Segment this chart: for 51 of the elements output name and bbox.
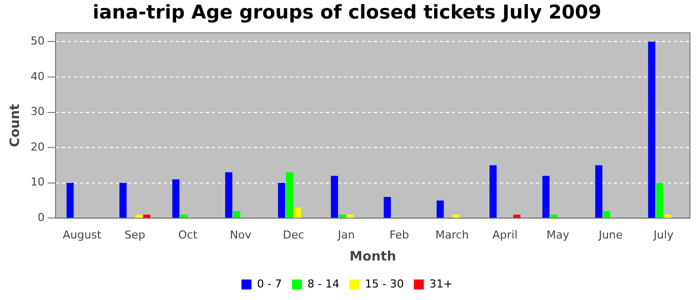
- bar: [180, 214, 188, 218]
- bar: [225, 172, 232, 218]
- y-tick-label: 10: [30, 176, 45, 189]
- legend-label: 8 - 14: [307, 277, 340, 290]
- legend-label: 15 - 30: [364, 277, 404, 290]
- bar: [143, 214, 150, 218]
- legend-label: 31+: [429, 277, 453, 290]
- legend-label: 0 - 7: [256, 277, 282, 290]
- bar: [603, 211, 610, 218]
- y-tick-label: 20: [30, 140, 45, 154]
- bar: [233, 211, 240, 218]
- bar: [286, 172, 294, 218]
- x-tick-label: April: [492, 228, 518, 242]
- x-tick-label: Nov: [230, 228, 252, 242]
- bar: [338, 214, 346, 218]
- bar: [542, 176, 550, 218]
- x-tick-label: May: [546, 228, 570, 242]
- y-tick-label: 50: [30, 34, 45, 48]
- bar: [550, 214, 558, 218]
- x-tick-label: Dec: [282, 228, 304, 242]
- y-tick-label: 30: [30, 105, 45, 118]
- y-axis-title: Count: [8, 104, 24, 148]
- bar: [436, 200, 444, 218]
- bar: [330, 176, 338, 218]
- bar: [278, 182, 286, 218]
- x-tick-label: July: [652, 228, 674, 242]
- x-tick-label: August: [62, 228, 102, 242]
- x-tick-label: March: [435, 228, 469, 242]
- bar: [172, 179, 180, 218]
- x-axis-title: Month: [350, 250, 396, 265]
- y-tick-label: 0: [38, 211, 45, 224]
- bar: [135, 214, 142, 218]
- bar: [66, 182, 74, 218]
- bar: [656, 182, 664, 218]
- bar: [119, 182, 127, 218]
- bar: [346, 214, 354, 218]
- bar: [513, 214, 520, 218]
- bar: [664, 214, 672, 218]
- y-tick-label: 40: [30, 70, 45, 83]
- x-tick-label: Oct: [178, 228, 198, 242]
- bar: [294, 208, 302, 218]
- bar: [384, 197, 391, 218]
- bar: [648, 42, 656, 218]
- x-tick-label: June: [598, 228, 623, 242]
- chart-title: iana-trip Age groups of closed tickets July 2009: [92, 1, 602, 24]
- x-tick-label: Sep: [124, 228, 146, 242]
- x-tick-label: Feb: [389, 228, 409, 242]
- bar: [452, 214, 460, 218]
- bar: [490, 165, 497, 218]
- x-tick-label: Jan: [336, 228, 355, 242]
- bar: [595, 165, 602, 218]
